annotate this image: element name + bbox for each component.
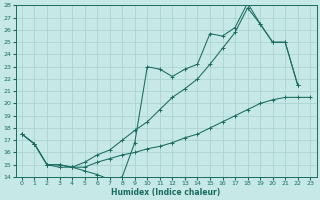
X-axis label: Humidex (Indice chaleur): Humidex (Indice chaleur)	[111, 188, 221, 197]
